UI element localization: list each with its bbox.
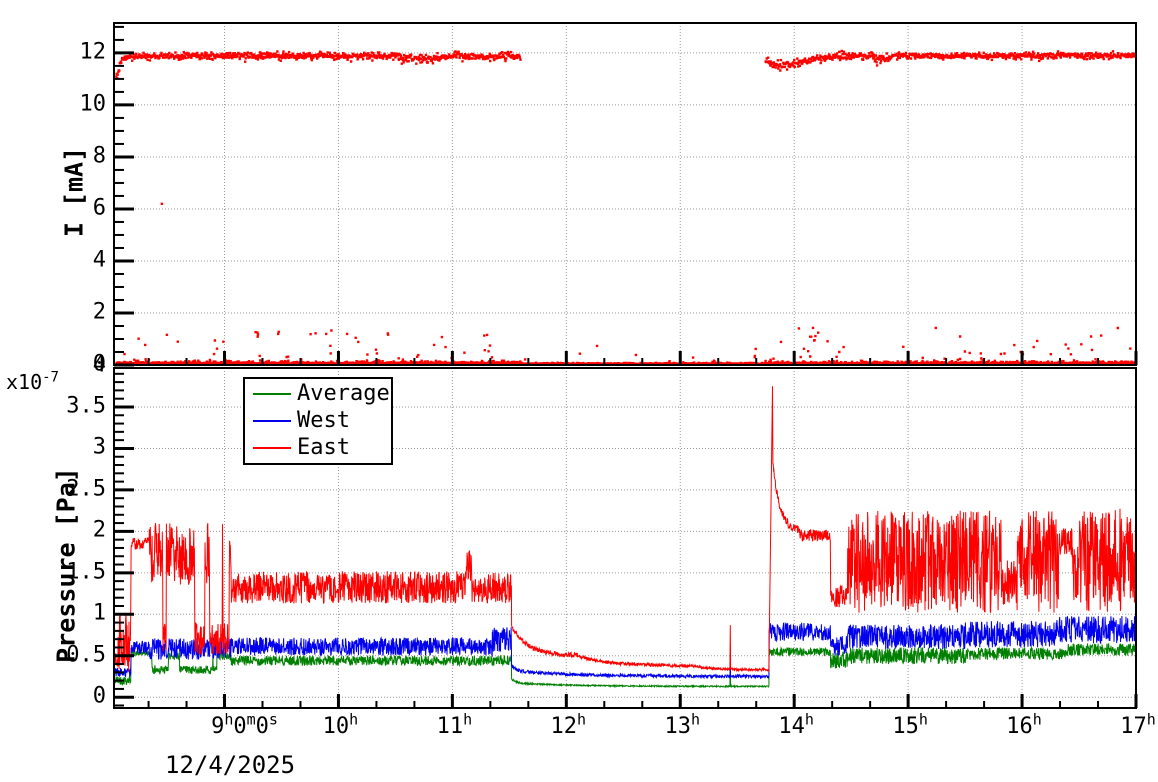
legend-line-west-icon — [253, 420, 291, 422]
legend-label-average: Average — [297, 381, 390, 407]
legend-entry-west: West — [245, 408, 391, 435]
legend-entry-east: East — [245, 434, 391, 461]
legend-label-west: West — [297, 408, 350, 433]
legend-line-east-icon — [253, 446, 291, 449]
legend-line-average-icon — [253, 393, 291, 396]
legend-label-east: East — [297, 434, 350, 460]
legend-entry-average: Average — [245, 381, 391, 408]
legend: Average West East — [243, 377, 393, 465]
